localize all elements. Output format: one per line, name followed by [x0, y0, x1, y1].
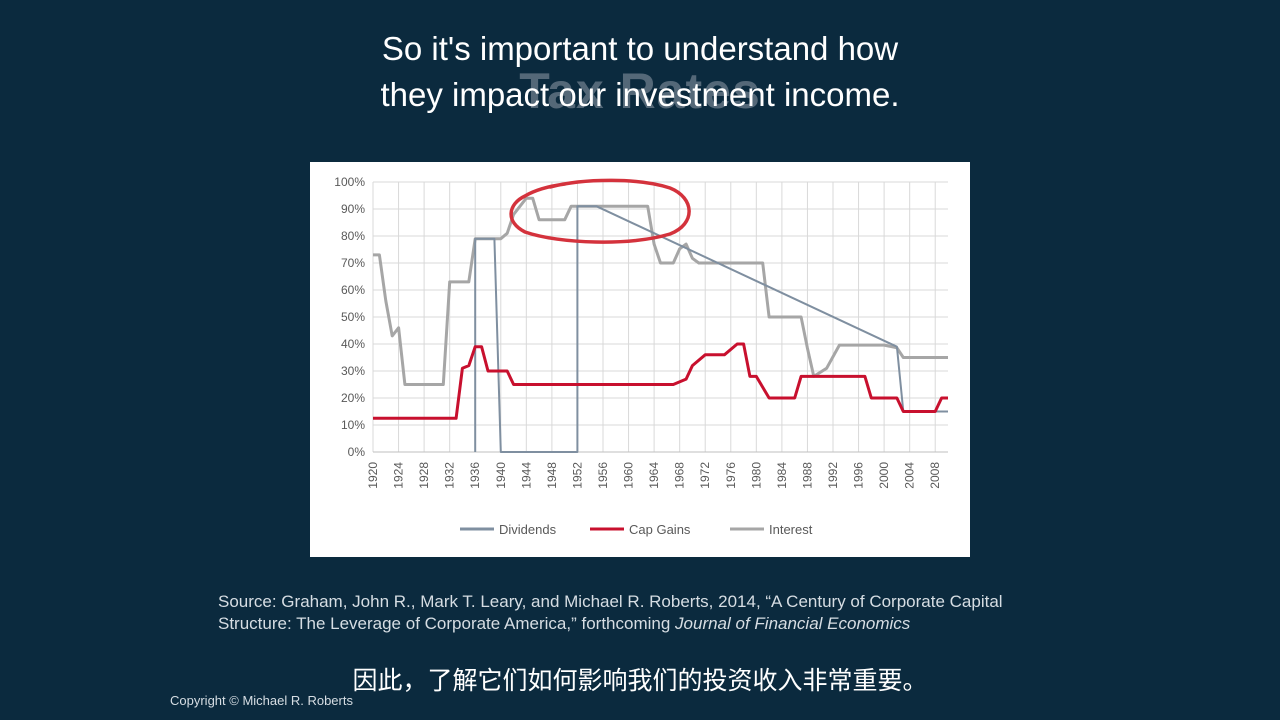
x-tick-label: 2000 [877, 462, 891, 489]
y-tick-label: 50% [341, 310, 365, 324]
annotation-circle [509, 178, 691, 244]
y-tick-label: 30% [341, 364, 365, 378]
y-tick-label: 20% [341, 391, 365, 405]
x-tick-label: 1976 [724, 462, 738, 489]
copyright-notice: Copyright © Michael R. Roberts [170, 693, 353, 708]
x-tick-label: 1980 [749, 462, 763, 489]
x-tick-label: 1984 [775, 462, 789, 489]
x-tick-label: 1956 [596, 462, 610, 489]
x-tick-label: 1960 [622, 462, 636, 489]
y-tick-label: 100% [334, 175, 365, 189]
y-tick-label: 40% [341, 337, 365, 351]
x-tick-label: 2004 [903, 462, 917, 489]
y-tick-label: 0% [348, 445, 366, 459]
english-subtitle-line-1: So it's important to understand how [381, 30, 899, 67]
y-tick-label: 70% [341, 256, 365, 270]
series-line-cap-gains [373, 342, 948, 420]
chart-canvas: 100% 90% 80% 70% 60% 50% 40% 30% 20% 10% 0%1920 192… [334, 175, 948, 537]
source-citation: Source: Graham, John R., Mark T. Leary, … [218, 591, 1078, 635]
legend-label: Dividends [499, 522, 557, 537]
series-line-interest [373, 196, 948, 386]
y-tick-label: 60% [341, 283, 365, 297]
x-tick-label: 1924 [392, 462, 406, 489]
english-subtitle: So it's important to understand how they… [0, 26, 1280, 118]
legend-label: Cap Gains [629, 522, 691, 537]
x-tick-label: 1936 [468, 462, 482, 489]
chinese-subtitle: 因此，了解它们如何影响我们的投资收入非常重要。 [352, 666, 928, 695]
slide-title: Tax Rates [519, 63, 761, 119]
x-tick-label: 1964 [647, 462, 661, 489]
x-tick-label: 1952 [570, 462, 584, 489]
x-tick-label: 1932 [443, 462, 457, 489]
x-tick-label: 1988 [800, 462, 814, 489]
english-subtitle-line-2: they impact our investment income. [380, 76, 900, 113]
source-citation-text: Source: Graham, John R., Mark T. Leary, … [218, 592, 1003, 633]
x-tick-label: 1972 [698, 462, 712, 489]
x-tick-label: 1996 [852, 462, 866, 489]
x-tick-label: 1920 [366, 462, 380, 489]
x-tick-label: 1948 [545, 462, 559, 489]
x-tick-label: 1992 [826, 462, 840, 489]
y-tick-label: 90% [341, 202, 365, 216]
x-tick-label: 2008 [928, 462, 942, 489]
y-tick-label: 80% [341, 229, 365, 243]
series-line-dividends [474, 205, 948, 453]
source-journal: Journal of Financial Economics [675, 614, 911, 633]
x-tick-label: 1968 [673, 462, 687, 489]
x-tick-label: 1944 [519, 462, 533, 489]
tax-rates-chart: 100% 90% 80% 70% 60% 50% 40% 30% 20% 10% 0% 1920 192… [310, 162, 970, 557]
y-tick-label: 10% [341, 418, 365, 432]
x-tick-label: 1940 [494, 462, 508, 489]
legend-label: Interest [769, 522, 813, 537]
x-tick-label: 1928 [417, 462, 431, 489]
